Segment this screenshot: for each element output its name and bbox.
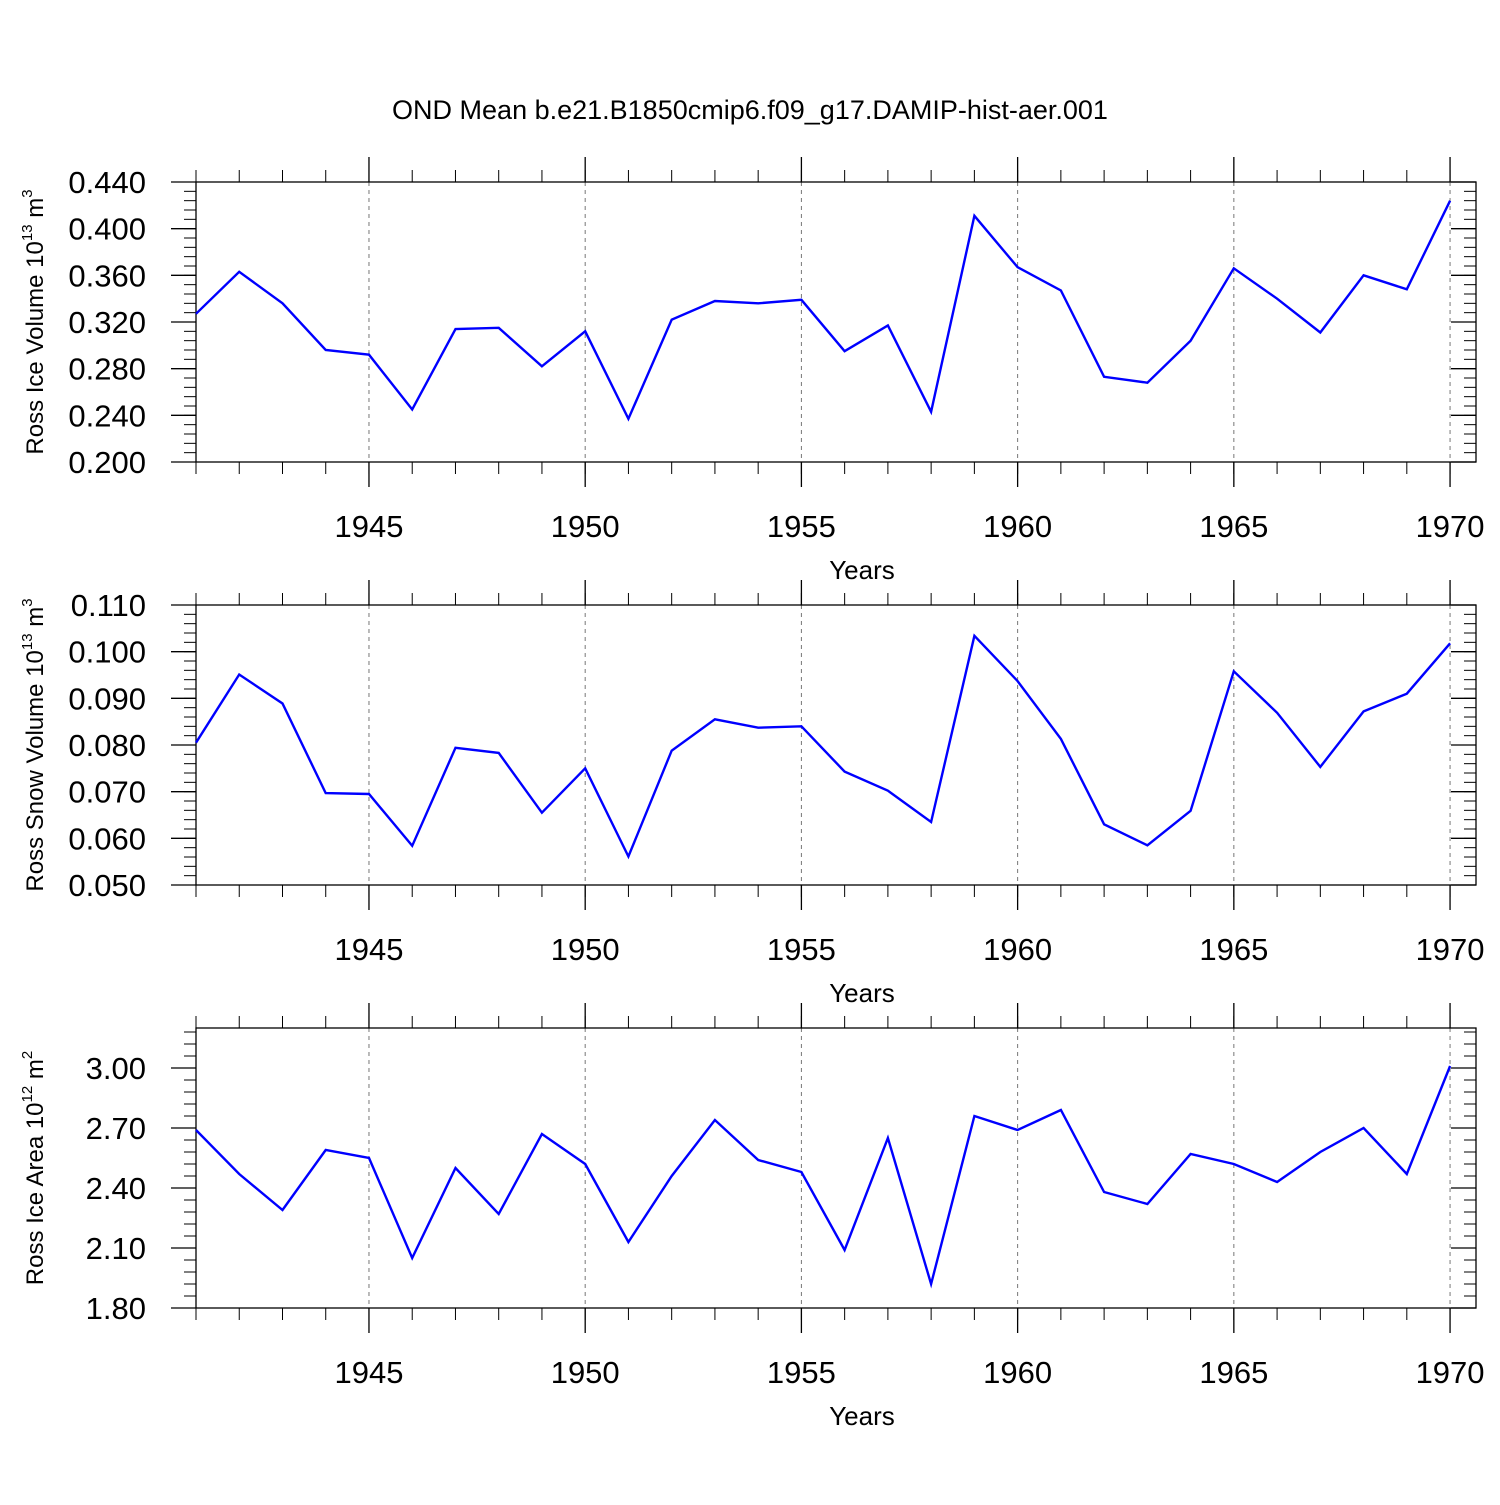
y-axis-title-text: Ross Snow Volume 10 <box>22 650 49 891</box>
x-tick-label: 1965 <box>1199 1355 1268 1390</box>
panel-3: 1945 1950 1955 1960 1965 1970 1.80 2.10 2.40 2.70… <box>19 1003 1485 1431</box>
y-axis-title-unit: m <box>22 607 49 634</box>
y-tick-label: 0.400 <box>68 212 146 247</box>
y-tick-label: 0.240 <box>68 398 146 433</box>
y-tick-label: 2.70 <box>86 1111 146 1146</box>
x-tick-label: 1945 <box>334 1355 403 1390</box>
y-tick-label: 0.440 <box>68 165 146 200</box>
y-axis-title: Ross Ice Area 1012 m2 <box>19 1051 49 1285</box>
x-tick-label: 1955 <box>767 1355 836 1390</box>
y-tick-label: 0.070 <box>68 775 146 810</box>
y-tick-label: 0.320 <box>68 305 146 340</box>
y-axis-title-unit-exponent: 3 <box>19 598 36 606</box>
y-tick-label: 0.090 <box>68 681 146 716</box>
x-tick-label: 1960 <box>983 1355 1052 1390</box>
plot-frame <box>195 1027 1477 1309</box>
series-line <box>194 633 1452 860</box>
x-tick-label: 1945 <box>334 932 403 967</box>
y-axis-title-exponent: 12 <box>19 1086 36 1103</box>
plot-frame <box>195 181 1477 463</box>
y-tick-label: 0.200 <box>68 445 146 480</box>
series-line <box>195 1065 1452 1289</box>
y-axis-title-exponent: 13 <box>19 633 36 650</box>
y-tick-label: 2.10 <box>86 1231 146 1266</box>
y-tick-label: 0.050 <box>68 868 146 903</box>
x-tick-label: 1965 <box>1199 509 1268 544</box>
x-tick-label: 1970 <box>1416 1355 1485 1390</box>
y-tick-label: 0.080 <box>68 728 146 763</box>
x-tick-label: 1965 <box>1199 932 1268 967</box>
y-axis-title-text: Ross Ice Area 10 <box>22 1102 49 1285</box>
x-tick-label: 1950 <box>551 932 620 967</box>
panel-2: 1945 1950 1955 1960 1965 1970 0.050 0.060 0.070 0… <box>19 580 1485 1008</box>
x-tick-label: 1970 <box>1416 932 1485 967</box>
plot-frame <box>195 604 1477 886</box>
y-tick-label: 0.060 <box>68 821 146 856</box>
x-tick-label: 1945 <box>334 509 403 544</box>
y-tick-label: 3.00 <box>86 1051 146 1086</box>
y-axis-title-unit: m <box>22 198 49 225</box>
y-tick-label: 0.360 <box>68 258 146 293</box>
y-axis-title-exponent: 13 <box>19 224 36 241</box>
y-axis-title-text: Ross Ice Volume 10 <box>22 241 49 454</box>
x-tick-label: 1970 <box>1416 509 1485 544</box>
y-tick-label: 2.40 <box>86 1171 146 1206</box>
x-axis-title: Years <box>829 978 895 1008</box>
y-axis-title-unit-exponent: 2 <box>19 1051 36 1059</box>
x-tick-label: 1955 <box>767 509 836 544</box>
y-axis-title: Ross Snow Volume 1013 m3 <box>19 598 49 891</box>
panel-1: 1945 1950 1955 1960 1965 1970 0.200 0.240 0.280 0… <box>19 157 1485 585</box>
y-tick-label: 0.100 <box>68 635 146 670</box>
x-axis-title: Years <box>829 1401 895 1431</box>
x-tick-label: 1960 <box>983 509 1052 544</box>
x-tick-label: 1950 <box>551 509 620 544</box>
y-axis-title: Ross Ice Volume 1013 m3 <box>19 189 49 454</box>
x-tick-label: 1950 <box>551 1355 620 1390</box>
y-tick-label: 1.80 <box>86 1291 146 1326</box>
x-tick-label: 1960 <box>983 932 1052 967</box>
chart-title: OND Mean b.e21.B1850cmip6.f09_g17.DAMIP-… <box>392 95 1108 125</box>
y-tick-label: 0.110 <box>71 588 146 623</box>
y-tick-label: 0.280 <box>68 352 146 387</box>
series-line <box>195 200 1452 422</box>
y-axis-title-unit-exponent: 3 <box>19 189 36 197</box>
x-axis-title: Years <box>829 555 895 585</box>
y-axis-title-unit: m <box>22 1059 49 1086</box>
x-tick-label: 1955 <box>767 932 836 967</box>
